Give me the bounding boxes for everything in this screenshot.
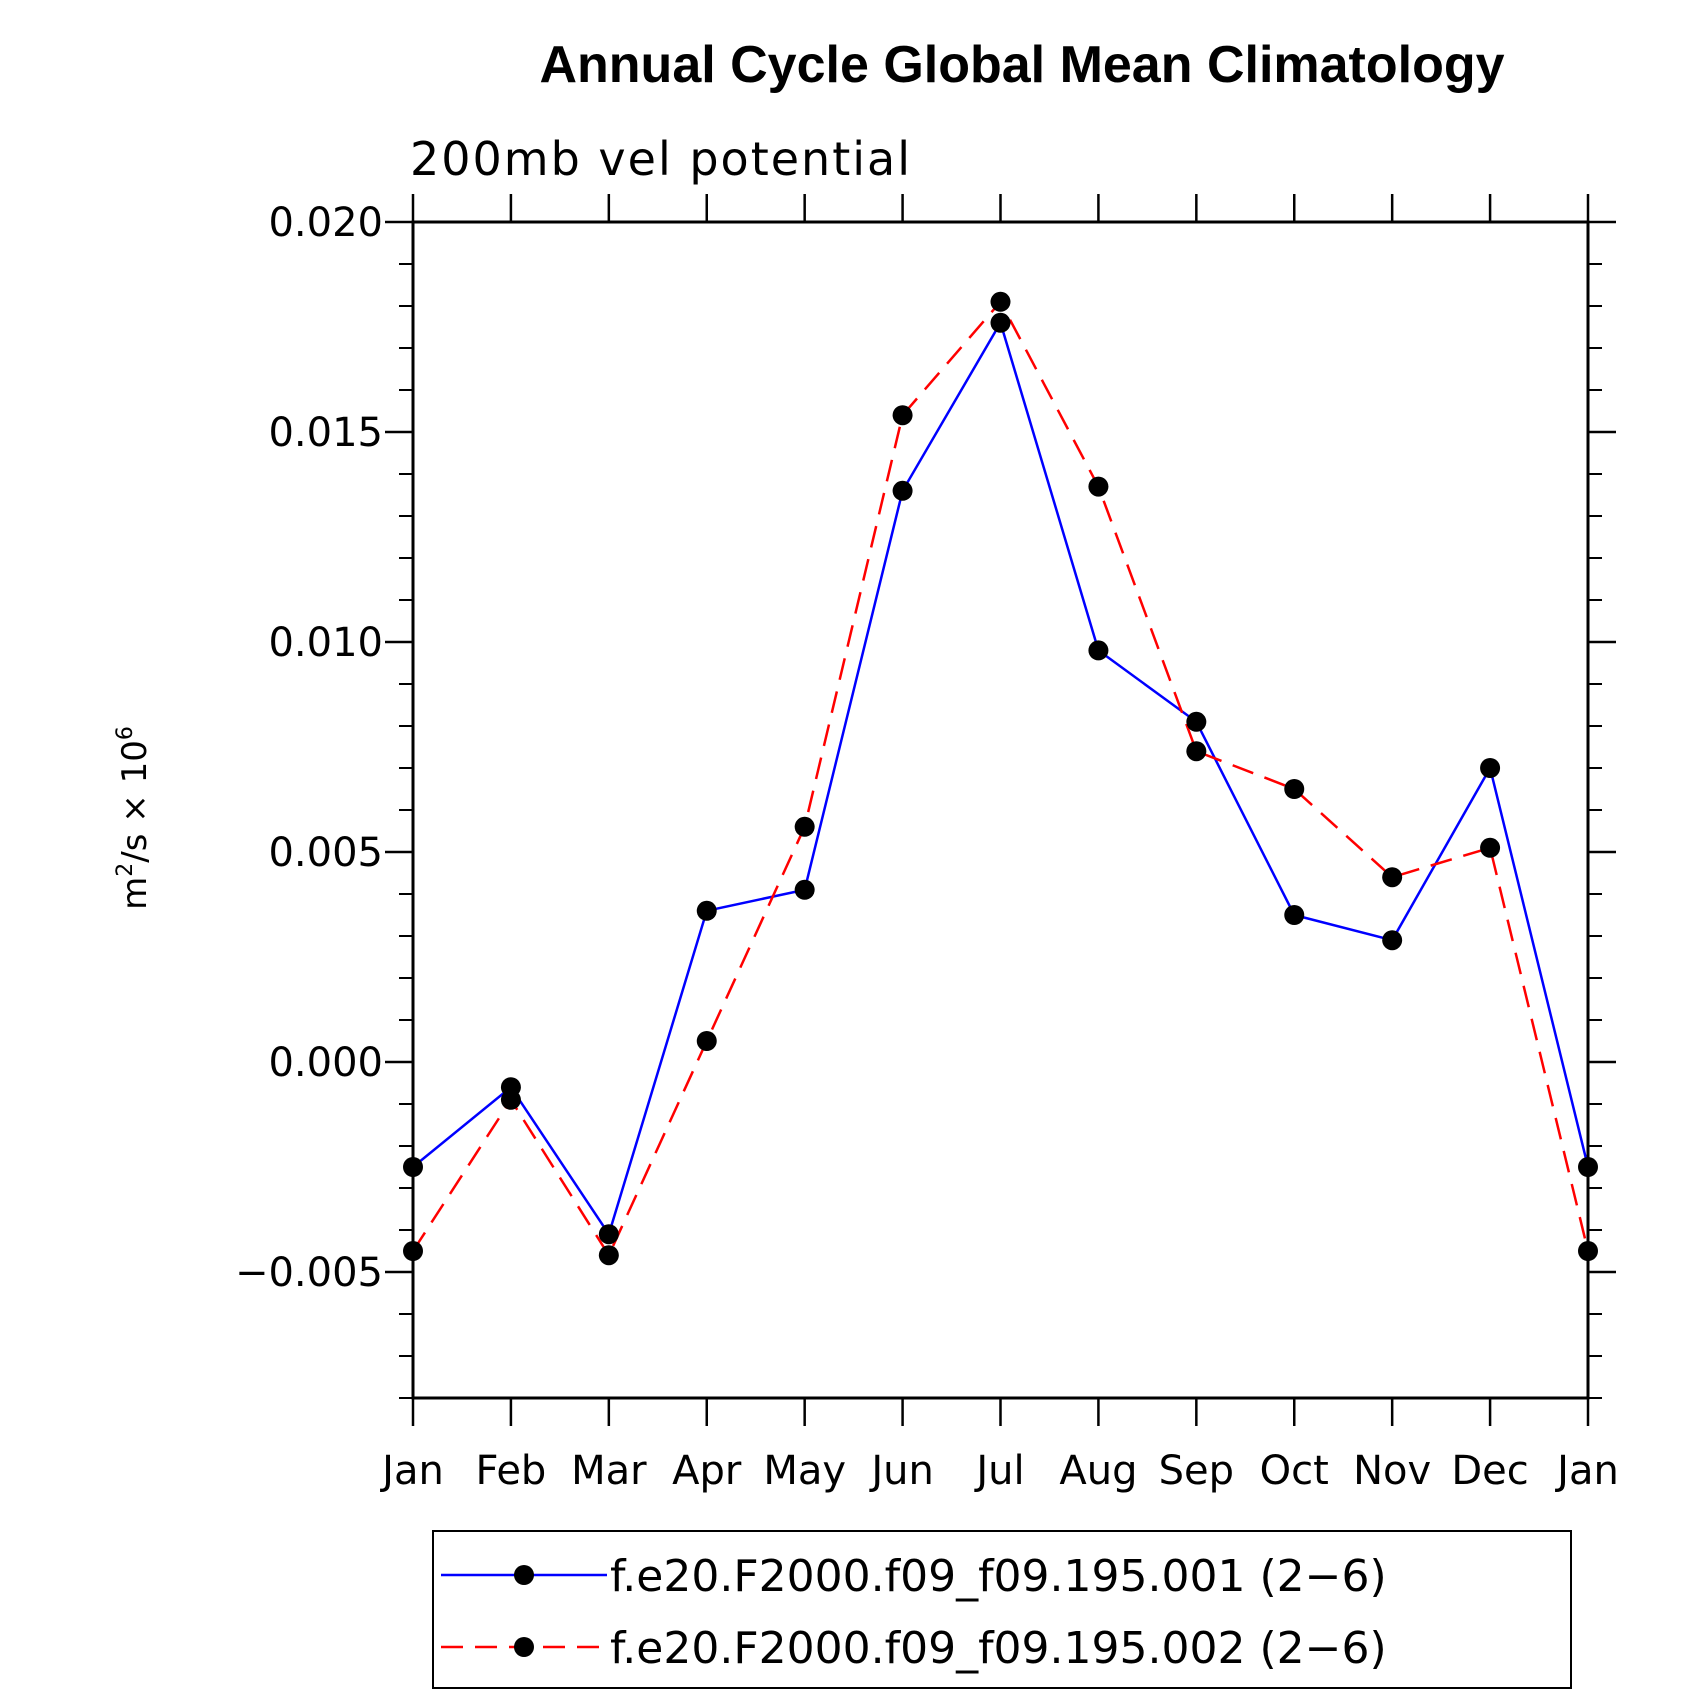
x-tick-label: Aug xyxy=(1059,1448,1137,1494)
x-tick-label: Jun xyxy=(868,1448,934,1494)
series-line-2 xyxy=(411,299,1590,1258)
series-2-point xyxy=(794,816,815,837)
series-line-1 xyxy=(412,319,1590,1238)
series-1-point xyxy=(892,480,913,501)
x-tick-label: Oct xyxy=(1260,1448,1329,1494)
series-1-point xyxy=(1578,1157,1598,1177)
chart-subtitle: 200mb vel potential xyxy=(410,132,912,186)
series-1-point xyxy=(1186,711,1207,732)
series-1-point xyxy=(598,1224,619,1245)
y-tick-label: 0.020 xyxy=(268,200,383,246)
y-axis-label-base: m xyxy=(115,877,155,910)
legend-marker-1 xyxy=(514,1565,534,1585)
legend-marker-2 xyxy=(514,1637,534,1657)
plot-frame xyxy=(411,220,1590,1400)
series-1-point xyxy=(696,900,717,921)
series-1-point xyxy=(1382,930,1403,951)
legend-label-2: f.e20.F2000.f09_f09.195.002 (2−6) xyxy=(610,1623,1387,1674)
series-2-point xyxy=(696,1031,717,1051)
series-1-point xyxy=(403,1157,423,1177)
x-tick-label: Jan xyxy=(1554,1448,1619,1494)
chart-title: Annual Cycle Global Mean Climatology xyxy=(539,36,1504,94)
x-tick-label: Mar xyxy=(571,1448,647,1494)
y-tick-label: 0.005 xyxy=(268,830,383,876)
series-2-point xyxy=(1088,476,1109,497)
x-tick-label: Dec xyxy=(1451,1448,1528,1494)
x-tick-label: Jul xyxy=(973,1448,1024,1494)
x-tick-label: Jan xyxy=(379,1448,444,1494)
legend-box xyxy=(432,1530,1572,1689)
legend: f.e20.F2000.f09_f09.195.001 (2−6) f.e20.… xyxy=(432,1530,1572,1689)
svg-text:m2/s × 106: m2/s × 106 xyxy=(113,726,155,910)
x-tick-label: Sep xyxy=(1159,1448,1234,1494)
series-1-point xyxy=(1088,640,1109,661)
series-2-point xyxy=(500,1089,521,1110)
y-tick-label: 0.015 xyxy=(268,410,383,456)
series-layer xyxy=(403,291,1598,1266)
series-2-point xyxy=(1480,837,1501,858)
y-axis-label: m2/s × 106 xyxy=(113,726,155,910)
x-tick-label: Nov xyxy=(1353,1448,1431,1494)
axes: −0.005 0.000 0.005 0.010 0.015 0.020 Jan Feb Mar… xyxy=(235,194,1619,1494)
series-1-point xyxy=(990,312,1011,333)
y-axis-label-mid: /s × 10 xyxy=(115,740,155,863)
series-1-point xyxy=(1480,758,1501,778)
y-tick-label: 0.000 xyxy=(268,1040,383,1086)
series-2-point xyxy=(1186,741,1207,762)
y-axis-label-sup-1: 2 xyxy=(113,863,138,877)
y-axis-label-sup-2: 6 xyxy=(113,726,138,740)
series-2-point xyxy=(892,405,913,426)
x-tick-label: Feb xyxy=(476,1448,547,1494)
series-1-point xyxy=(1284,905,1305,925)
series-2-point xyxy=(1382,867,1403,888)
x-tick-label: May xyxy=(763,1448,846,1494)
series-2-point xyxy=(1578,1241,1598,1261)
series-1-point xyxy=(794,879,815,900)
series-2-point xyxy=(990,291,1011,312)
series-2-point xyxy=(1284,779,1305,799)
series-2-point xyxy=(403,1241,423,1261)
x-tick-label: Apr xyxy=(672,1448,742,1494)
series-2-point xyxy=(598,1245,619,1266)
y-tick-label: −0.005 xyxy=(235,1250,383,1296)
y-tick-label: 0.010 xyxy=(268,620,383,666)
legend-label-1: f.e20.F2000.f09_f09.195.001 (2−6) xyxy=(610,1551,1387,1602)
